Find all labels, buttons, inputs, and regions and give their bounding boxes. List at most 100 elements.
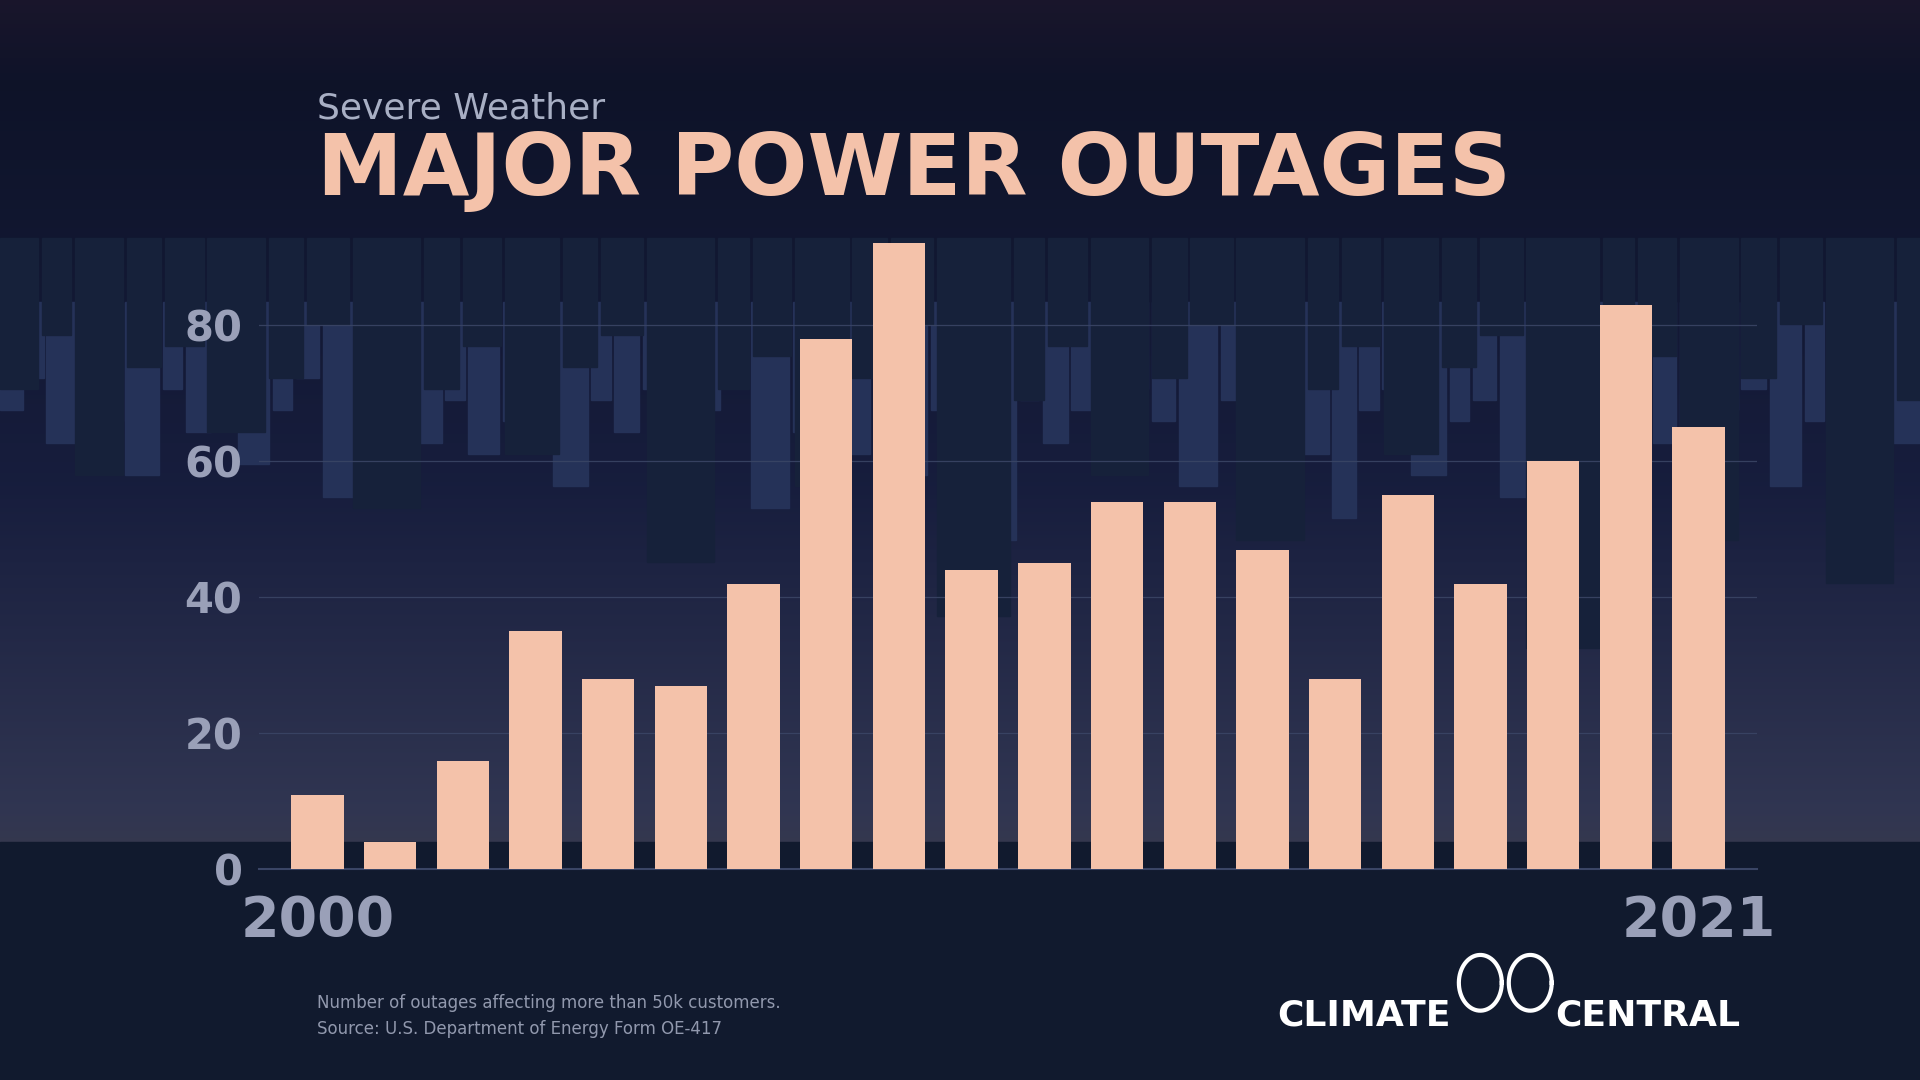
Bar xyxy=(753,238,791,356)
Bar xyxy=(852,238,887,378)
Bar xyxy=(563,238,597,367)
Bar xyxy=(1152,238,1187,378)
Bar xyxy=(1526,461,1580,869)
Bar xyxy=(323,302,361,497)
Bar xyxy=(1855,302,1889,518)
Bar xyxy=(1384,238,1438,454)
Text: CLIMATE: CLIMATE xyxy=(1277,999,1450,1032)
Bar xyxy=(1014,238,1044,400)
Bar xyxy=(874,302,893,389)
Bar xyxy=(0,238,38,389)
Bar xyxy=(1500,302,1538,497)
Bar xyxy=(582,679,634,869)
Bar xyxy=(1094,302,1125,464)
Bar xyxy=(897,302,927,475)
Bar xyxy=(655,686,707,869)
Bar xyxy=(614,302,639,432)
Bar xyxy=(553,302,588,486)
Bar xyxy=(1091,502,1142,869)
Bar xyxy=(1221,302,1240,400)
Bar xyxy=(1680,302,1715,562)
Bar xyxy=(207,238,265,432)
Bar xyxy=(0,302,23,410)
Bar xyxy=(1718,302,1738,410)
Text: Severe Weather: Severe Weather xyxy=(317,92,605,125)
Bar xyxy=(937,238,1010,616)
Bar xyxy=(365,842,417,869)
Text: Number of outages affecting more than 50k customers.
Source: U.S. Department of : Number of outages affecting more than 50… xyxy=(317,994,780,1038)
Bar xyxy=(931,302,954,410)
Bar xyxy=(1828,302,1851,400)
Bar xyxy=(1450,302,1469,421)
Bar xyxy=(874,243,925,869)
Bar xyxy=(958,302,977,378)
Bar xyxy=(1332,302,1356,518)
Bar xyxy=(445,302,465,400)
Bar xyxy=(100,302,123,421)
Bar xyxy=(1603,238,1634,410)
Bar xyxy=(1091,238,1148,475)
Bar xyxy=(186,302,211,432)
Bar xyxy=(1893,302,1920,443)
Bar xyxy=(77,302,96,400)
Bar xyxy=(1236,238,1304,540)
Bar xyxy=(163,302,182,389)
Bar xyxy=(1680,238,1738,540)
Bar xyxy=(666,302,697,464)
Bar xyxy=(1442,238,1476,367)
Bar xyxy=(238,302,269,464)
Bar xyxy=(701,302,720,410)
Bar xyxy=(591,302,611,400)
Bar xyxy=(424,238,459,389)
Bar xyxy=(273,302,292,410)
Bar xyxy=(843,302,870,454)
Bar xyxy=(269,238,303,378)
Bar xyxy=(46,302,75,443)
Bar xyxy=(307,238,349,324)
Bar xyxy=(530,302,549,378)
Bar xyxy=(1179,302,1217,486)
Bar xyxy=(891,238,933,324)
Bar xyxy=(1298,302,1329,454)
Bar xyxy=(601,238,643,335)
Bar xyxy=(1411,302,1446,475)
Bar xyxy=(42,238,71,335)
Bar xyxy=(1780,238,1822,324)
Bar xyxy=(1599,305,1651,869)
Bar xyxy=(1741,238,1776,378)
Bar xyxy=(75,238,123,475)
Bar xyxy=(1308,238,1338,389)
Bar xyxy=(415,302,442,443)
Bar xyxy=(1480,238,1523,335)
Text: CENTRAL: CENTRAL xyxy=(1555,999,1740,1032)
Bar xyxy=(1805,302,1824,421)
Bar xyxy=(1542,302,1561,432)
Bar xyxy=(1236,550,1288,869)
Bar xyxy=(1653,302,1676,443)
Bar xyxy=(1897,238,1920,400)
Bar xyxy=(1048,238,1087,346)
Bar xyxy=(296,302,319,378)
Bar xyxy=(1741,302,1766,389)
Bar xyxy=(125,302,159,475)
Bar xyxy=(793,302,816,432)
Bar xyxy=(215,302,234,400)
Bar xyxy=(1382,302,1407,389)
Bar xyxy=(795,238,849,486)
Bar xyxy=(718,238,749,389)
Bar xyxy=(1018,564,1071,869)
Bar xyxy=(1129,302,1148,389)
Bar xyxy=(1596,302,1626,464)
Bar xyxy=(353,238,420,508)
Bar xyxy=(1526,238,1599,648)
Bar xyxy=(1382,495,1434,869)
Bar xyxy=(1565,302,1592,389)
Bar xyxy=(365,302,388,410)
Bar xyxy=(1244,302,1271,443)
Bar xyxy=(945,570,998,869)
Bar xyxy=(505,238,559,454)
Bar xyxy=(1638,238,1676,356)
Bar xyxy=(127,238,161,367)
Bar xyxy=(436,760,490,869)
Bar xyxy=(1770,302,1801,486)
